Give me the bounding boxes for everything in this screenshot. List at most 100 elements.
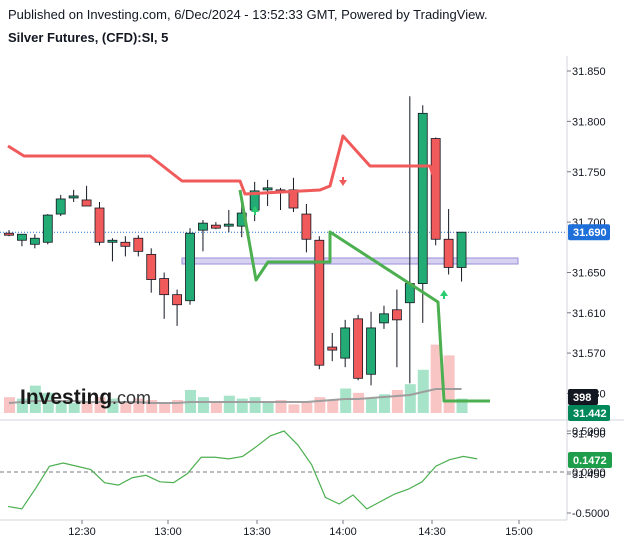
- watermark-brand: Investing: [20, 386, 112, 409]
- support-band: [181, 257, 519, 265]
- volume-ma-line: [8, 388, 462, 404]
- candle-body: [391, 309, 402, 321]
- candle-body: [159, 278, 170, 296]
- volume-bar: [288, 404, 300, 413]
- candle-body: [340, 327, 351, 359]
- oscillator-pane: [0, 430, 567, 510]
- last-price-tag-bg: [568, 224, 610, 241]
- price-tick-label: 31.570: [572, 348, 606, 360]
- candle-body: [17, 233, 27, 241]
- price-tick-label: 31.850: [572, 66, 606, 78]
- buy-signal-arrow: [251, 206, 259, 215]
- candle-body: [314, 239, 325, 366]
- publish-info: Published on Investing.com, 6/Dec/2024 -…: [8, 7, 488, 22]
- watermark-suffix: .com: [112, 388, 151, 408]
- candles: [0, 96, 567, 386]
- volume-bar: [223, 395, 235, 413]
- investing-watermark: Investing .com: [20, 386, 151, 409]
- volume-bar: [391, 389, 403, 413]
- volume-bar: [366, 398, 378, 413]
- osc-tick-label: 0.0000: [572, 467, 606, 479]
- volume-bar: [94, 397, 106, 413]
- oscillator-tag-bg: [568, 452, 612, 468]
- price-tick-label: 31.650: [572, 268, 606, 280]
- candle-body: [417, 112, 428, 284]
- candle-body: [262, 187, 273, 191]
- volume-bars: [4, 344, 468, 413]
- time-tick-label: 14:30: [418, 526, 446, 538]
- candle-body: [456, 231, 467, 268]
- candle-body: [29, 237, 40, 245]
- candle-body: [172, 294, 182, 306]
- time-tick-label: 12:30: [68, 526, 96, 538]
- candle-body: [133, 237, 144, 252]
- volume-bar: [314, 397, 326, 413]
- candle-body: [120, 241, 131, 247]
- candle-body: [210, 224, 221, 229]
- price-tick-label: 31.750: [572, 167, 606, 179]
- candle-body: [353, 318, 364, 379]
- time-tick-label: 14:00: [329, 526, 357, 538]
- volume-bar: [107, 398, 119, 413]
- volume-ma-tag: 31.442: [573, 408, 607, 420]
- symbol-title: Silver Futures, (CFD):SI, 5: [8, 30, 169, 45]
- price-tick-label: 31.800: [572, 116, 606, 128]
- volume-bar: [29, 385, 41, 413]
- band: [181, 257, 519, 265]
- volume-bar: [236, 398, 248, 413]
- candle-body: [94, 207, 105, 243]
- candle-body: [327, 346, 338, 351]
- volume-bar: [133, 398, 145, 413]
- volume-bar: [172, 400, 184, 413]
- volume-bar: [301, 401, 313, 413]
- volume-bar: [262, 402, 274, 413]
- volume-tag-bg: [568, 389, 598, 405]
- volume-bar: [275, 400, 287, 413]
- price-tick-label: 31.610: [572, 308, 606, 320]
- oscillator-line: [7, 430, 478, 510]
- candle-body: [42, 214, 53, 243]
- candle-body: [301, 213, 312, 240]
- candle-body: [146, 253, 157, 280]
- candle-body: [55, 198, 66, 215]
- volume-bar: [197, 397, 209, 413]
- volume-bar: [353, 392, 365, 413]
- candle-body: [223, 223, 234, 227]
- volume-bar: [210, 401, 222, 413]
- volume-ma-tag-bg: [568, 405, 610, 421]
- candle-body: [198, 222, 208, 231]
- candle-body: [430, 138, 441, 240]
- volume-tag: 398: [573, 392, 591, 404]
- volume-bar: [55, 400, 67, 413]
- oscillator-tag: 0.1472: [573, 455, 607, 467]
- volume-bar: [443, 355, 455, 413]
- volume-bar: [404, 384, 416, 413]
- price-tick-label: 31.450: [572, 469, 606, 481]
- last-price-tag: 31.690: [573, 227, 607, 239]
- candle-body: [185, 232, 195, 302]
- candle-body: [68, 195, 79, 199]
- axes: 12:30 13:00 13:30 14:00 14:30 15:00 31.850 31.8…: [0, 56, 624, 538]
- candle-body: [443, 238, 454, 268]
- volume-bar: [456, 398, 468, 413]
- candle-body: [4, 232, 14, 236]
- osc-tick-label: 0.5000: [572, 426, 606, 438]
- candle-body: [81, 199, 92, 207]
- volume-bar: [4, 397, 15, 413]
- volume-bar: [159, 402, 171, 413]
- volume-bar: [146, 400, 158, 413]
- volume-bar: [327, 400, 339, 413]
- time-tick-label: 13:30: [243, 526, 271, 538]
- time-tick-label: 15:00: [505, 526, 533, 538]
- candle-body: [366, 327, 376, 375]
- volume-bar: [120, 402, 132, 413]
- volume-bar: [249, 397, 261, 413]
- candle-body: [288, 189, 299, 209]
- indicator-lines: [7, 134, 490, 403]
- buy-signal-arrow: [440, 290, 448, 299]
- volume-bar: [68, 402, 80, 413]
- time-tick-label: 13:00: [154, 526, 182, 538]
- volume-bar: [81, 401, 93, 413]
- volume-bar: [378, 394, 390, 413]
